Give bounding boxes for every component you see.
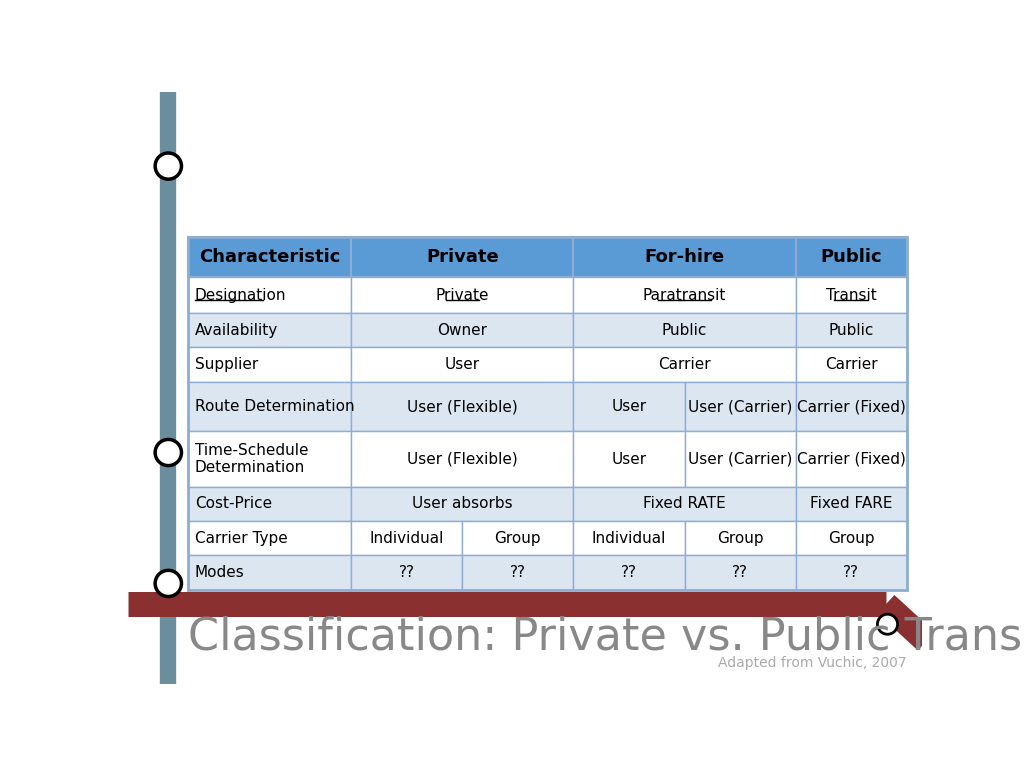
- Bar: [685, 382, 796, 432]
- Text: ??: ??: [621, 565, 637, 580]
- Text: Public: Public: [662, 323, 708, 338]
- Text: Designation: Designation: [195, 287, 286, 303]
- Text: Owner: Owner: [437, 323, 487, 338]
- Bar: [796, 382, 907, 432]
- Bar: [351, 313, 573, 347]
- Text: ??: ??: [732, 565, 749, 580]
- Text: Group: Group: [717, 531, 764, 545]
- Bar: [573, 237, 796, 277]
- Text: Classification: Private vs. Public Transportation: Classification: Private vs. Public Trans…: [188, 616, 1024, 659]
- Bar: [188, 521, 351, 555]
- Bar: [188, 432, 351, 487]
- Text: User (Carrier): User (Carrier): [688, 452, 793, 466]
- Bar: [188, 277, 351, 313]
- Bar: [796, 521, 907, 555]
- Bar: [462, 521, 573, 555]
- Bar: [796, 432, 907, 487]
- Text: ??: ??: [844, 565, 859, 580]
- Text: User: User: [611, 399, 646, 414]
- Bar: [796, 277, 907, 313]
- Bar: [351, 382, 573, 432]
- Text: Carrier (Fixed): Carrier (Fixed): [797, 399, 906, 414]
- Bar: [573, 487, 796, 521]
- Text: Cost-Price: Cost-Price: [195, 496, 271, 511]
- Text: User: User: [611, 452, 646, 466]
- Bar: [796, 487, 907, 521]
- Text: Individual: Individual: [370, 531, 444, 545]
- Bar: [573, 432, 685, 487]
- Bar: [573, 313, 796, 347]
- Text: Transit: Transit: [826, 287, 877, 303]
- Text: User (Flexible): User (Flexible): [407, 452, 518, 466]
- Text: Carrier Type: Carrier Type: [195, 531, 288, 545]
- Text: Availability: Availability: [195, 323, 278, 338]
- Text: Fixed FARE: Fixed FARE: [810, 496, 893, 511]
- Text: Route Determination: Route Determination: [195, 399, 354, 414]
- Text: ??: ??: [398, 565, 415, 580]
- Text: Individual: Individual: [592, 531, 667, 545]
- Text: Supplier: Supplier: [195, 357, 258, 372]
- Bar: [796, 237, 907, 277]
- Text: User: User: [444, 357, 480, 372]
- Bar: [351, 237, 573, 277]
- Bar: [573, 382, 685, 432]
- Text: Group: Group: [828, 531, 874, 545]
- Bar: [351, 521, 462, 555]
- Bar: [188, 237, 351, 277]
- Bar: [685, 432, 796, 487]
- Text: ??: ??: [510, 565, 526, 580]
- Text: Public: Public: [828, 323, 874, 338]
- Bar: [462, 555, 573, 590]
- Bar: [351, 347, 573, 382]
- Bar: [573, 347, 796, 382]
- Bar: [351, 277, 573, 313]
- Text: Carrier (Fixed): Carrier (Fixed): [797, 452, 906, 466]
- Text: For-hire: For-hire: [644, 248, 725, 266]
- Text: Adapted from Vuchic, 2007: Adapted from Vuchic, 2007: [718, 656, 907, 670]
- Text: Public: Public: [820, 248, 882, 266]
- Bar: [188, 555, 351, 590]
- Bar: [188, 382, 351, 432]
- Text: Time-Schedule
Determination: Time-Schedule Determination: [195, 443, 308, 475]
- Text: User (Carrier): User (Carrier): [688, 399, 793, 414]
- Text: Characteristic: Characteristic: [199, 248, 341, 266]
- Text: Fixed RATE: Fixed RATE: [643, 496, 726, 511]
- Bar: [188, 487, 351, 521]
- Text: Carrier: Carrier: [825, 357, 878, 372]
- Bar: [685, 555, 796, 590]
- Bar: [573, 521, 685, 555]
- Circle shape: [155, 153, 181, 179]
- Bar: [188, 237, 907, 590]
- Text: Group: Group: [495, 531, 542, 545]
- Bar: [573, 555, 685, 590]
- Circle shape: [155, 571, 181, 597]
- Text: User (Flexible): User (Flexible): [407, 399, 518, 414]
- Bar: [188, 347, 351, 382]
- Text: Carrier: Carrier: [658, 357, 711, 372]
- Bar: [685, 521, 796, 555]
- Text: User absorbs: User absorbs: [412, 496, 513, 511]
- Text: Modes: Modes: [195, 565, 245, 580]
- Text: Private: Private: [426, 248, 499, 266]
- Bar: [351, 432, 573, 487]
- Bar: [351, 555, 462, 590]
- Text: Private: Private: [435, 287, 489, 303]
- Bar: [188, 313, 351, 347]
- Bar: [573, 277, 796, 313]
- Circle shape: [878, 614, 898, 634]
- Bar: [796, 347, 907, 382]
- Text: Paratransit: Paratransit: [643, 287, 726, 303]
- Bar: [796, 313, 907, 347]
- Bar: [796, 555, 907, 590]
- Bar: [351, 487, 573, 521]
- Circle shape: [155, 439, 181, 465]
